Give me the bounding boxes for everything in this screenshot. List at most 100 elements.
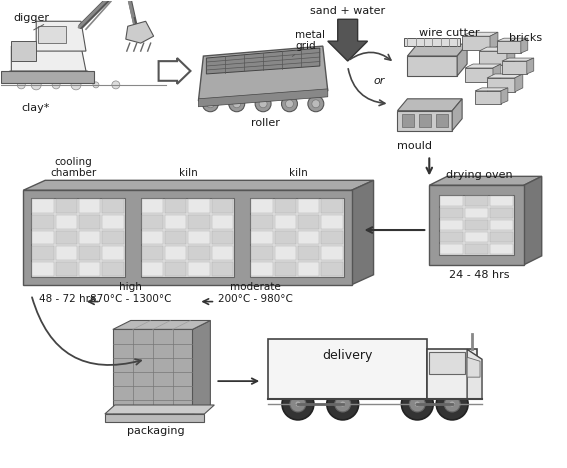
Polygon shape bbox=[465, 68, 493, 82]
Polygon shape bbox=[188, 231, 210, 244]
Polygon shape bbox=[298, 262, 319, 276]
Polygon shape bbox=[515, 74, 523, 92]
Circle shape bbox=[71, 80, 81, 90]
Polygon shape bbox=[250, 198, 344, 277]
Polygon shape bbox=[103, 199, 124, 213]
Polygon shape bbox=[251, 231, 273, 244]
Polygon shape bbox=[32, 215, 54, 229]
Polygon shape bbox=[479, 51, 507, 65]
Polygon shape bbox=[141, 198, 234, 277]
Polygon shape bbox=[321, 215, 342, 229]
Polygon shape bbox=[165, 231, 187, 244]
Polygon shape bbox=[502, 58, 534, 61]
Text: high
870°C - 1300°C: high 870°C - 1300°C bbox=[90, 282, 171, 304]
Circle shape bbox=[232, 100, 241, 108]
Polygon shape bbox=[497, 38, 528, 41]
Polygon shape bbox=[465, 232, 488, 242]
Polygon shape bbox=[103, 215, 124, 229]
Circle shape bbox=[112, 81, 120, 89]
Polygon shape bbox=[56, 262, 77, 276]
Polygon shape bbox=[475, 91, 501, 104]
Circle shape bbox=[401, 388, 433, 420]
Polygon shape bbox=[165, 246, 187, 260]
Circle shape bbox=[340, 401, 346, 407]
Text: roller: roller bbox=[251, 117, 280, 128]
Polygon shape bbox=[420, 114, 431, 127]
Circle shape bbox=[202, 96, 218, 112]
Circle shape bbox=[277, 71, 288, 82]
Polygon shape bbox=[32, 199, 54, 213]
Polygon shape bbox=[527, 58, 534, 74]
Circle shape bbox=[80, 71, 92, 83]
Text: moderate
200°C - 980°C: moderate 200°C - 980°C bbox=[218, 282, 293, 304]
Circle shape bbox=[93, 82, 99, 88]
Polygon shape bbox=[11, 46, 86, 71]
Polygon shape bbox=[452, 99, 462, 131]
Polygon shape bbox=[79, 215, 100, 229]
Polygon shape bbox=[165, 262, 187, 276]
Circle shape bbox=[299, 63, 308, 72]
Polygon shape bbox=[465, 208, 488, 218]
Polygon shape bbox=[11, 41, 36, 61]
Polygon shape bbox=[440, 196, 463, 206]
Polygon shape bbox=[298, 199, 319, 213]
Polygon shape bbox=[274, 215, 296, 229]
Polygon shape bbox=[103, 262, 124, 276]
Polygon shape bbox=[142, 262, 163, 276]
Polygon shape bbox=[462, 36, 490, 50]
Polygon shape bbox=[440, 232, 463, 242]
Polygon shape bbox=[429, 352, 465, 374]
Polygon shape bbox=[429, 176, 541, 185]
Polygon shape bbox=[487, 74, 523, 78]
Circle shape bbox=[252, 66, 265, 78]
Polygon shape bbox=[23, 180, 374, 190]
Polygon shape bbox=[457, 44, 467, 76]
Polygon shape bbox=[429, 185, 524, 265]
Text: packaging: packaging bbox=[127, 426, 184, 436]
Circle shape bbox=[327, 388, 359, 420]
Polygon shape bbox=[352, 180, 374, 285]
Text: clay*: clay* bbox=[22, 103, 50, 113]
Polygon shape bbox=[490, 232, 513, 242]
Polygon shape bbox=[479, 47, 515, 51]
Polygon shape bbox=[298, 215, 319, 229]
Circle shape bbox=[259, 100, 267, 108]
Circle shape bbox=[246, 68, 258, 80]
Polygon shape bbox=[490, 32, 498, 50]
Polygon shape bbox=[198, 89, 328, 107]
Circle shape bbox=[257, 59, 265, 67]
Circle shape bbox=[409, 396, 425, 412]
Polygon shape bbox=[56, 246, 77, 260]
Polygon shape bbox=[397, 111, 452, 131]
Circle shape bbox=[229, 96, 245, 112]
Polygon shape bbox=[165, 199, 187, 213]
Polygon shape bbox=[321, 199, 342, 213]
Circle shape bbox=[305, 78, 311, 85]
Circle shape bbox=[31, 80, 41, 90]
Polygon shape bbox=[321, 262, 342, 276]
Polygon shape bbox=[403, 114, 414, 127]
Polygon shape bbox=[490, 208, 513, 218]
Polygon shape bbox=[502, 61, 527, 74]
Circle shape bbox=[236, 75, 244, 83]
Text: metal
grid: metal grid bbox=[295, 29, 325, 51]
Circle shape bbox=[312, 100, 320, 108]
Polygon shape bbox=[497, 41, 521, 53]
Circle shape bbox=[284, 65, 294, 76]
Polygon shape bbox=[490, 244, 513, 254]
Polygon shape bbox=[251, 246, 273, 260]
Polygon shape bbox=[103, 231, 124, 244]
Circle shape bbox=[248, 75, 258, 85]
Polygon shape bbox=[408, 56, 457, 76]
Polygon shape bbox=[212, 246, 233, 260]
Polygon shape bbox=[274, 231, 296, 244]
Circle shape bbox=[206, 100, 214, 108]
Circle shape bbox=[284, 82, 295, 93]
Polygon shape bbox=[268, 339, 428, 399]
Polygon shape bbox=[462, 32, 498, 36]
Polygon shape bbox=[142, 231, 163, 244]
Text: kiln: kiln bbox=[289, 168, 307, 178]
Circle shape bbox=[254, 83, 261, 90]
Polygon shape bbox=[165, 215, 187, 229]
Circle shape bbox=[290, 396, 306, 412]
